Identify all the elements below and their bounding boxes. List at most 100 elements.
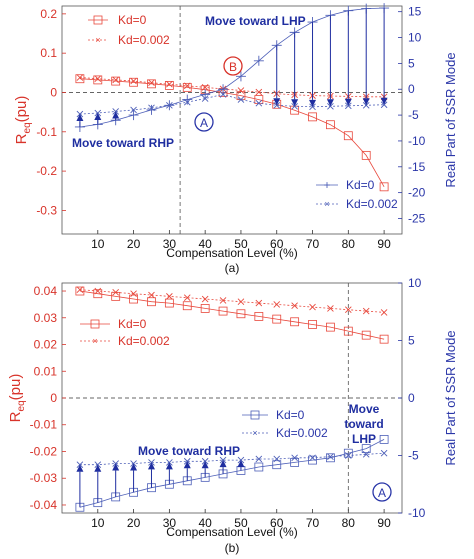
data-point-x: [362, 451, 370, 458]
chart-panel-b: 10 20 30 40 50 60 70 80 900.040.030.020.010-0.01…: [7, 276, 458, 555]
data-point-square: [326, 120, 335, 130]
data-point-x: [344, 306, 352, 314]
series-line-3: [79, 452, 385, 466]
y-tick-label-right: -5: [408, 108, 419, 122]
data-point-square: [272, 460, 282, 470]
y-tick-label-left: 0.01: [34, 364, 58, 378]
series-line-3: [79, 93, 385, 115]
y-tick-label-left: -0.04: [30, 498, 58, 512]
x-tick-label: 20: [127, 237, 141, 251]
data-point-plus: [182, 94, 193, 105]
data-point-square: [326, 322, 335, 332]
series-line-2: [79, 439, 385, 508]
shift-arrow-down: [273, 98, 281, 106]
x-tick-label: 70: [306, 516, 320, 530]
x-tick-label: 10: [91, 237, 105, 251]
marker-a-label-b: A: [378, 486, 386, 500]
data-point-square: [75, 74, 85, 84]
data-point-x: [166, 459, 173, 466]
y-tick-label-left: -0.2: [36, 164, 57, 178]
data-point-square: [379, 182, 389, 192]
data-point-x: [201, 457, 209, 465]
annotation-move-lhp-b-line3: LHP: [352, 432, 376, 446]
data-point-x: [183, 457, 191, 465]
y-axis-label-left-a: Req(pu): [13, 96, 33, 145]
y-tick-label-left: 0: [50, 391, 57, 405]
data-point-x: [237, 456, 245, 464]
x-axis-label-b: Compensation Level (%): [166, 525, 297, 539]
data-point-plus: [253, 55, 264, 66]
y-tick-label-left: -0.01: [30, 418, 58, 432]
legend-left-a-item-1: Kd=0.002: [118, 33, 170, 47]
panel-label-a: (a): [225, 261, 240, 275]
data-point-square: [147, 79, 156, 89]
annotation-move-rhp-a: Move toward RHP: [72, 136, 174, 150]
shift-arrow-up: [94, 464, 102, 472]
data-point-x: [94, 461, 102, 469]
data-point-x: [309, 103, 316, 111]
data-point-square: [326, 453, 335, 463]
data-point-x: [148, 459, 155, 466]
data-point-x: [183, 82, 191, 90]
legend-left-b: Kd=0 × Kd=0.002: [80, 317, 170, 348]
data-point-x: [291, 302, 298, 310]
x-tick-label: 40: [198, 237, 212, 251]
data-point-x: [255, 88, 263, 96]
x-tick-label: 30: [163, 237, 177, 251]
shift-arrow-up: [76, 114, 84, 122]
data-point-x: [237, 87, 245, 94]
chart-panel-a: 10 20 30 40 50 60 70 80 900.20.10-0.1-0.2-0.3151…: [13, 3, 458, 275]
x-axis-label-a: Compensation Level (%): [166, 246, 297, 260]
data-point-square: [93, 289, 103, 299]
data-point-x: [291, 102, 298, 110]
y-tick-label-right: 10: [408, 31, 422, 45]
series-line-0: [79, 78, 385, 187]
y-tick-label-right: -25: [408, 211, 426, 225]
data-point-square: [129, 77, 138, 87]
legend-marker-x: ×: [252, 428, 257, 438]
data-point-x: [201, 84, 209, 91]
x-tick-label: 10: [91, 516, 105, 530]
data-point-square: [129, 294, 138, 304]
marker-b-circle: [223, 56, 243, 76]
annotation-move-lhp-b-line1: Move: [349, 402, 380, 416]
data-point-x: [76, 110, 84, 118]
annotation-move-lhp-a: Move toward LHP: [205, 14, 306, 28]
data-point-square: [75, 286, 85, 296]
shift-arrow-up: [219, 460, 227, 468]
legend-left-b-item-1: Kd=0.002: [118, 334, 170, 348]
series-line-0: [79, 290, 385, 340]
data-point-square: [254, 312, 264, 321]
legend-marker-square: [90, 319, 100, 329]
shift-arrow-down: [309, 99, 317, 107]
x-tick-label: 90: [377, 516, 391, 530]
x-tick-label: 60: [270, 237, 284, 251]
series-line-2: [79, 7, 385, 128]
data-point-x: [201, 95, 209, 102]
data-point-x: [255, 99, 263, 107]
data-point-x: [201, 295, 209, 303]
y-axis-label-right-a: Real Part of SSR Mode: [443, 52, 458, 187]
y-tick-label-right: 0: [408, 391, 415, 405]
x-tick-label: 40: [198, 516, 212, 530]
data-point-square: [111, 76, 121, 86]
series-line-1: [79, 77, 385, 98]
data-point-x: [183, 98, 191, 106]
data-point-square: [308, 112, 317, 122]
data-point-x: [273, 455, 281, 463]
data-point-x: [237, 96, 245, 103]
data-point-x: [344, 102, 352, 110]
data-point-square: [218, 306, 228, 316]
data-point-x: [112, 289, 120, 296]
shift-arrow-up: [94, 113, 102, 121]
x-tick-label: 90: [377, 237, 391, 251]
data-point-square: [361, 444, 371, 454]
y-axis-label-left-b: Req(pu): [7, 374, 27, 423]
legend-left-a: Kd=0 × Kd=0.002: [88, 13, 170, 47]
data-point-square: [254, 462, 264, 472]
data-point-square: [164, 81, 174, 90]
x-tick-label: 30: [163, 516, 177, 530]
y-tick-label-left: 0: [50, 85, 57, 99]
x-tick-label: 20: [127, 516, 141, 530]
